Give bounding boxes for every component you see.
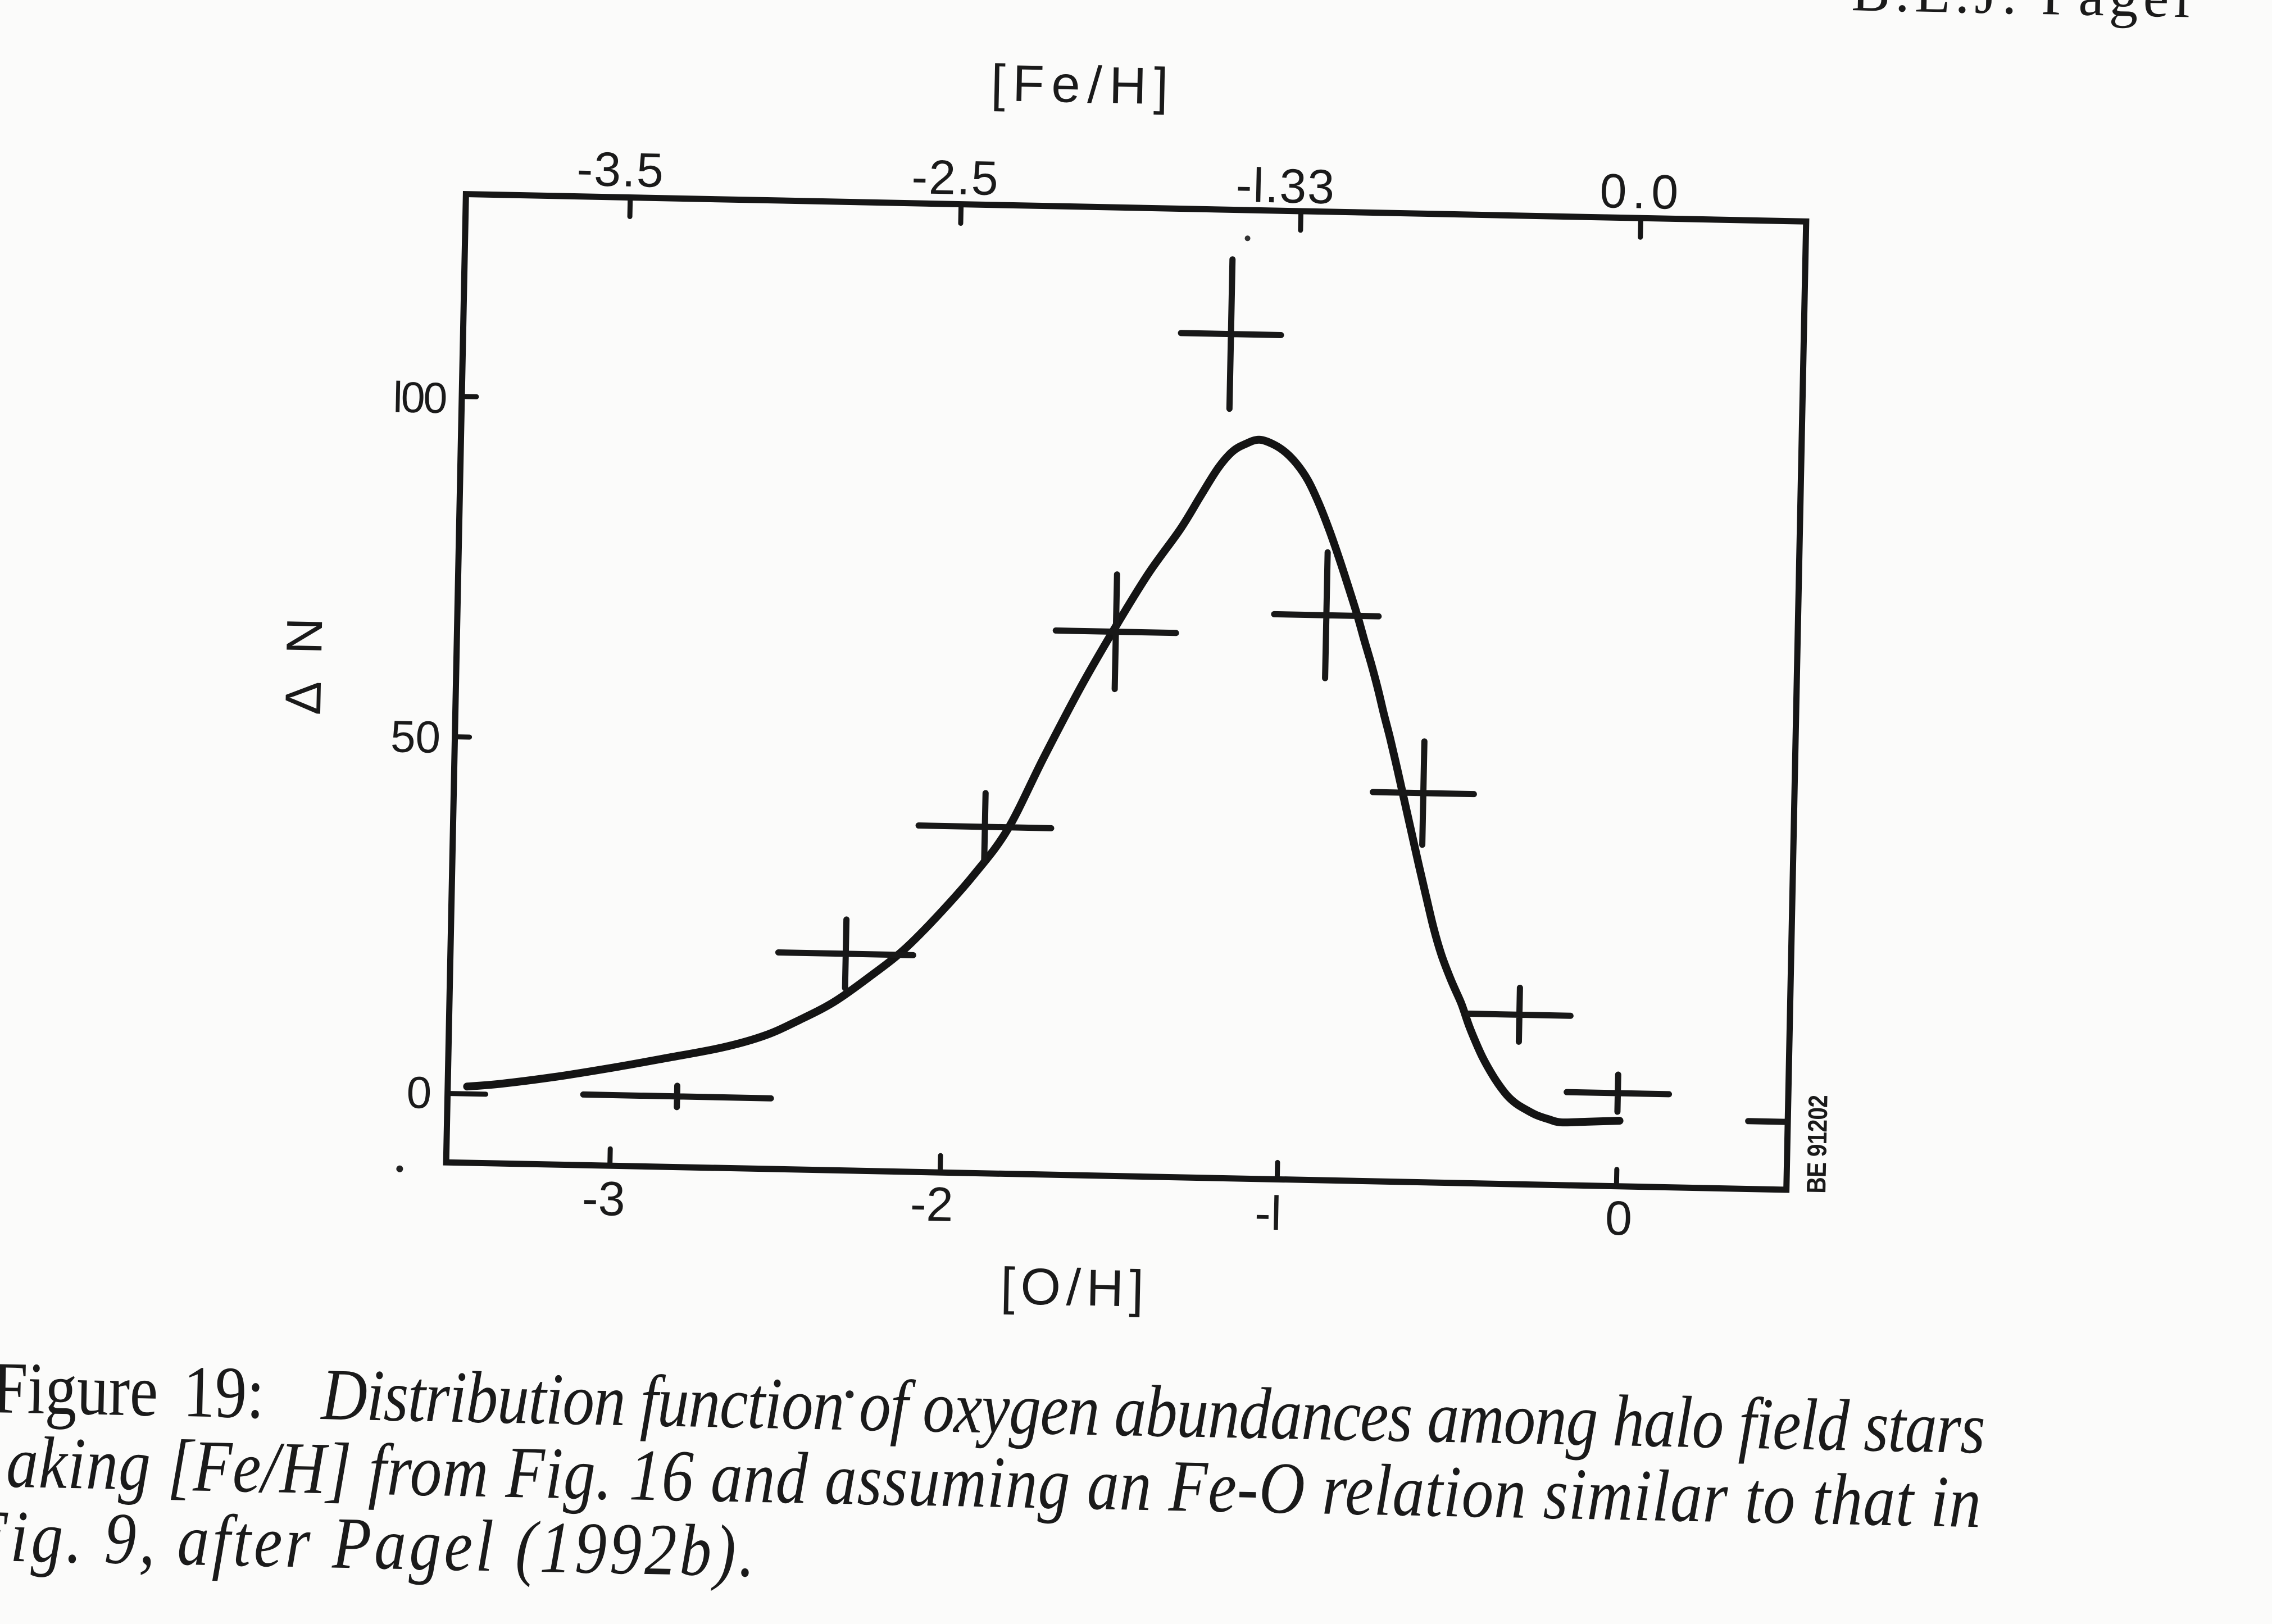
svg-text:[O/H]: [O/H] [1000, 1258, 1150, 1318]
svg-text:-3: -3 [581, 1171, 625, 1226]
svg-text:0: 0 [406, 1067, 432, 1118]
svg-text:Figure: Figure [0, 1347, 159, 1432]
svg-text:-l.33: -l.33 [1235, 158, 1336, 215]
svg-text:Δ N: Δ N [275, 609, 334, 716]
svg-text:0: 0 [1605, 1191, 1633, 1246]
svg-text:BE 91202: BE 91202 [1802, 1095, 1833, 1194]
svg-text:B.E.J. Pagel: B.E.J. Pagel [1851, 0, 2196, 30]
svg-text:-3.5: -3.5 [576, 142, 665, 198]
svg-text:l00: l00 [393, 373, 447, 422]
svg-text:19:: 19: [183, 1351, 265, 1434]
svg-text:Fig. 9, after Pagel (1992b).: Fig. 9, after Pagel (1992b). [0, 1495, 756, 1593]
svg-text:0.0: 0.0 [1600, 164, 1684, 220]
svg-text:-2.5: -2.5 [911, 150, 1000, 206]
svg-text:50: 50 [390, 711, 441, 762]
svg-text:[Fe/H]: [Fe/H] [990, 54, 1176, 116]
svg-text:-2: -2 [910, 1177, 953, 1232]
svg-text:-l: -l [1254, 1186, 1282, 1241]
